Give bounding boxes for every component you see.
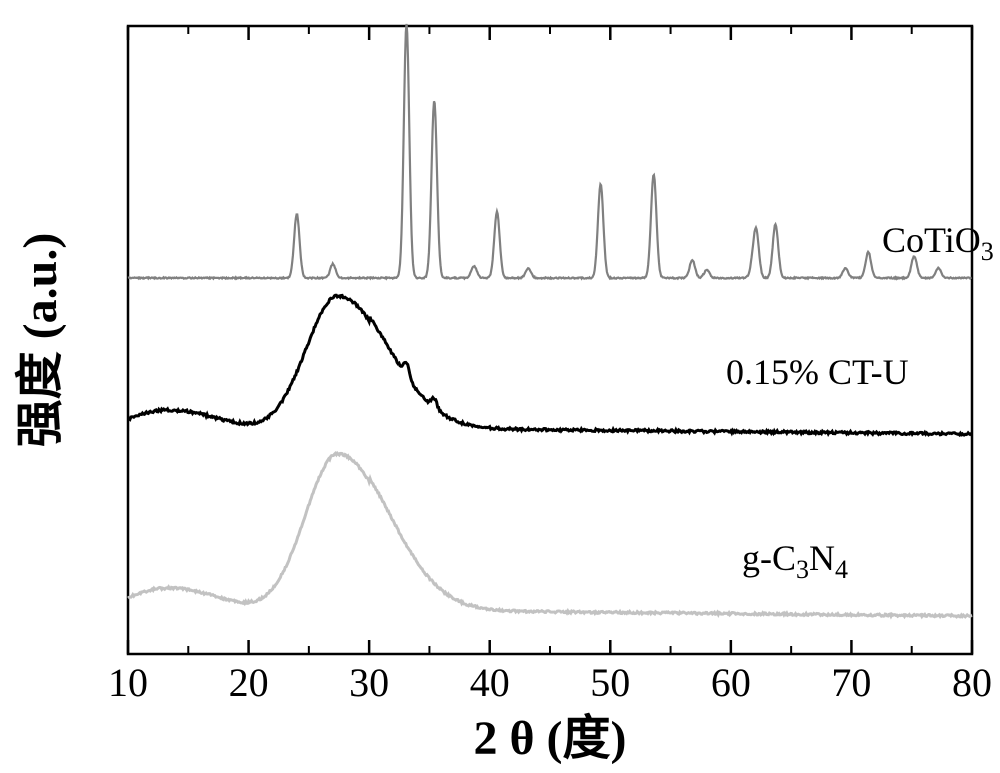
svg-text:10: 10 xyxy=(108,660,148,705)
x-axis-tick-labels: 10 20 30 40 50 60 70 80 xyxy=(108,660,992,705)
svg-text:80: 80 xyxy=(952,660,992,705)
series-cotio3 xyxy=(128,24,972,279)
series-label-cotio3: CoTiO3 xyxy=(882,220,994,266)
series-label-g-c3n4: g-C3N4 xyxy=(742,538,848,584)
x-axis-label: 2 θ (度) xyxy=(473,712,626,765)
xrd-chart: 10 20 30 40 50 60 70 80 CoTiO3 0.15% CT-U g-C3N… xyxy=(0,0,1000,773)
chart-svg: 10 20 30 40 50 60 70 80 CoTiO3 0.15% CT-U g-C3N… xyxy=(0,0,1000,773)
series-g-c3n4 xyxy=(128,453,972,617)
y-axis-label: 强度 (a.u.) xyxy=(14,233,67,448)
svg-text:20: 20 xyxy=(229,660,269,705)
svg-text:70: 70 xyxy=(831,660,871,705)
svg-text:60: 60 xyxy=(711,660,751,705)
svg-text:50: 50 xyxy=(590,660,630,705)
series-label-ct-u: 0.15% CT-U xyxy=(726,352,909,392)
svg-text:40: 40 xyxy=(470,660,510,705)
svg-text:30: 30 xyxy=(349,660,389,705)
